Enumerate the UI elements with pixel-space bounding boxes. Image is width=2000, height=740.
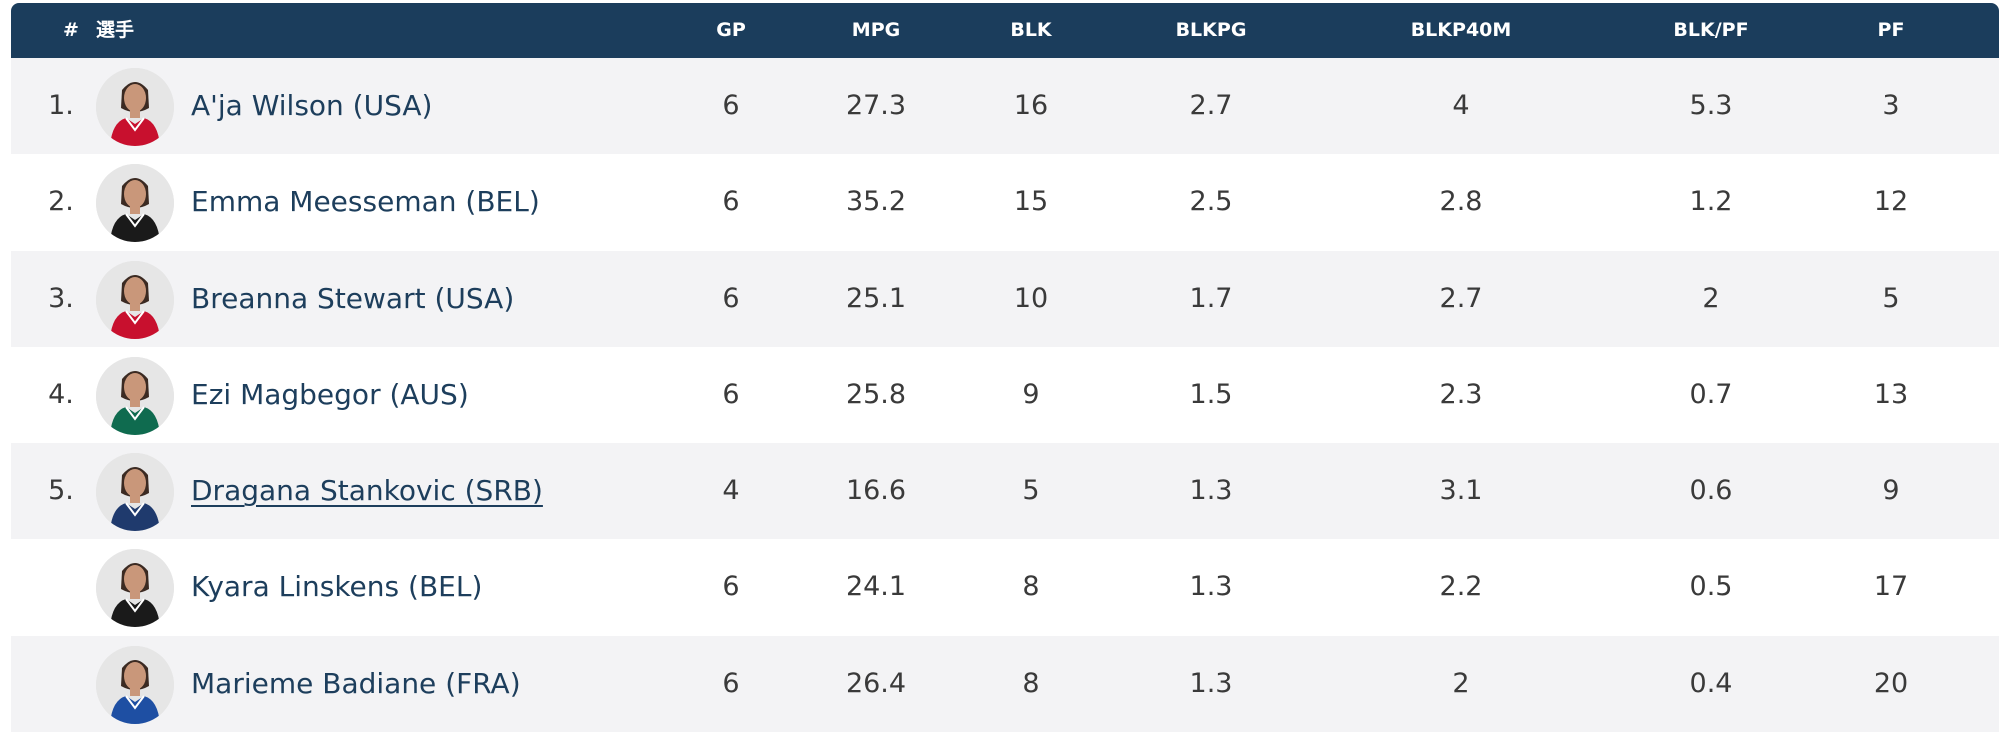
blkpg-cell: 2.7 bbox=[1189, 90, 1233, 121]
gp-cell: 4 bbox=[722, 475, 740, 507]
blkp40m-cell: 2.3 bbox=[1439, 378, 1483, 410]
blk-cell: 10 bbox=[1013, 282, 1049, 314]
mpg-cell: 24.1 bbox=[845, 571, 907, 603]
table-row: Marieme Badiane (FRA) 6 26.4 8 1.3 2 0.4… bbox=[11, 635, 1999, 733]
player-avatar[interactable] bbox=[96, 549, 174, 628]
blk-per-pf-cell: 2 bbox=[1702, 282, 1720, 314]
header-blk-per-pf[interactable]: BLK/PF bbox=[1673, 19, 1749, 41]
mpg-cell: 16.6 bbox=[845, 475, 907, 507]
player-name-link[interactable]: Emma Meesseman (BEL) bbox=[191, 185, 540, 219]
player-name-link[interactable]: Breanna Stewart (USA) bbox=[191, 281, 515, 315]
blkp40m-cell: 2 bbox=[1452, 667, 1470, 699]
blk-cell: 8 bbox=[1022, 571, 1040, 603]
player-photo-icon bbox=[96, 549, 174, 628]
blkp40m-cell: 2.7 bbox=[1439, 282, 1483, 314]
mpg-cell: 25.1 bbox=[845, 282, 907, 314]
blk-per-pf-cell: 1.2 bbox=[1689, 186, 1733, 218]
blkpg-cell: 1.3 bbox=[1189, 571, 1233, 603]
rank-cell: 4. bbox=[48, 378, 74, 410]
gp-cell: 6 bbox=[722, 667, 740, 699]
header-pf[interactable]: PF bbox=[1877, 19, 1905, 41]
blkpg-cell: 2.5 bbox=[1189, 186, 1233, 218]
rank-cell: 1. bbox=[48, 90, 74, 121]
blk-per-pf-cell: 0.6 bbox=[1689, 475, 1733, 507]
rank-cell bbox=[41, 636, 81, 732]
gp-cell: 6 bbox=[722, 282, 740, 314]
player-name-link[interactable]: Dragana Stankovic (SRB) bbox=[191, 474, 543, 508]
pf-cell: 3 bbox=[1882, 90, 1900, 121]
mpg-cell: 27.3 bbox=[845, 90, 907, 121]
player-photo-icon bbox=[96, 260, 174, 339]
player-avatar[interactable] bbox=[96, 68, 174, 146]
table-header: # 選手 GP MPG BLK BLKPG BLKP40M BLK/PF PF bbox=[11, 3, 1999, 58]
player-avatar[interactable] bbox=[96, 453, 174, 532]
blkpg-cell: 1.3 bbox=[1189, 475, 1233, 507]
player-photo-icon bbox=[96, 453, 174, 532]
blk-cell: 8 bbox=[1022, 667, 1040, 699]
mpg-cell: 25.8 bbox=[845, 378, 907, 410]
header-gp[interactable]: GP bbox=[716, 19, 746, 41]
header-mpg[interactable]: MPG bbox=[851, 19, 901, 41]
blkp40m-cell: 2.8 bbox=[1439, 186, 1483, 218]
table-row: 4. Ezi Magbegor (AUS) 6 25.8 9 1.5 2.3 0… bbox=[11, 346, 1999, 444]
gp-cell: 6 bbox=[722, 90, 740, 121]
pf-cell: 17 bbox=[1873, 571, 1909, 603]
blkp40m-cell: 3.1 bbox=[1439, 475, 1483, 507]
header-blkpg[interactable]: BLKPG bbox=[1175, 19, 1247, 41]
blk-cell: 15 bbox=[1013, 186, 1049, 218]
blk-per-pf-cell: 0.5 bbox=[1689, 571, 1733, 603]
blk-per-pf-cell: 0.4 bbox=[1689, 667, 1733, 699]
blk-cell: 16 bbox=[1013, 90, 1049, 121]
header-blk[interactable]: BLK bbox=[1010, 19, 1052, 41]
player-photo-icon bbox=[96, 645, 174, 724]
pf-cell: 9 bbox=[1882, 475, 1900, 507]
player-avatar[interactable] bbox=[96, 260, 174, 339]
gp-cell: 6 bbox=[722, 186, 740, 218]
blk-per-pf-cell: 0.7 bbox=[1689, 378, 1733, 410]
table-row: 1. A'ja Wilson (USA) 6 27.3 16 2.7 4 5.3… bbox=[11, 58, 1999, 155]
blkp40m-cell: 2.2 bbox=[1439, 571, 1483, 603]
stats-table: # 選手 GP MPG BLK BLKPG BLKP40M BLK/PF PF … bbox=[11, 3, 1999, 733]
pf-cell: 5 bbox=[1882, 282, 1900, 314]
blkp40m-cell: 4 bbox=[1452, 90, 1470, 121]
table-row: Kyara Linskens (BEL) 6 24.1 8 1.3 2.2 0.… bbox=[11, 539, 1999, 636]
header-rank[interactable]: # bbox=[63, 19, 79, 41]
player-name-link[interactable]: Kyara Linskens (BEL) bbox=[191, 570, 483, 604]
mpg-cell: 26.4 bbox=[845, 667, 907, 699]
blk-per-pf-cell: 5.3 bbox=[1689, 90, 1733, 121]
table-row: 3. Breanna Stewart (USA) 6 25.1 10 1.7 2… bbox=[11, 250, 1999, 347]
blk-cell: 9 bbox=[1022, 378, 1040, 410]
blk-cell: 5 bbox=[1022, 475, 1040, 507]
header-player[interactable]: 選手 bbox=[96, 19, 135, 41]
player-photo-icon bbox=[96, 68, 174, 146]
blkpg-cell: 1.5 bbox=[1189, 378, 1233, 410]
player-name-link[interactable]: Ezi Magbegor (AUS) bbox=[191, 377, 469, 411]
pf-cell: 20 bbox=[1873, 667, 1909, 699]
mpg-cell: 35.2 bbox=[845, 186, 907, 218]
pf-cell: 13 bbox=[1873, 378, 1909, 410]
gp-cell: 6 bbox=[722, 378, 740, 410]
header-blkp40m[interactable]: BLKP40M bbox=[1410, 19, 1512, 41]
rank-cell: 3. bbox=[48, 282, 74, 314]
rank-cell bbox=[41, 539, 81, 635]
table-row: 2. Emma Meesseman (BEL) 6 35.2 15 2.5 2.… bbox=[11, 154, 1999, 251]
player-avatar[interactable] bbox=[96, 164, 174, 243]
player-photo-icon bbox=[96, 164, 174, 243]
gp-cell: 6 bbox=[722, 571, 740, 603]
player-photo-icon bbox=[96, 356, 174, 435]
player-avatar[interactable] bbox=[96, 645, 174, 724]
pf-cell: 12 bbox=[1873, 186, 1909, 218]
player-name-link[interactable]: A'ja Wilson (USA) bbox=[191, 89, 433, 122]
rank-cell: 2. bbox=[48, 186, 74, 218]
blkpg-cell: 1.7 bbox=[1189, 282, 1233, 314]
player-name-link[interactable]: Marieme Badiane (FRA) bbox=[191, 666, 521, 700]
player-avatar[interactable] bbox=[96, 356, 174, 435]
table-row: 5. Dragana Stankovic (SRB) 4 16.6 5 1.3 … bbox=[11, 443, 1999, 540]
table-body: 1. A'ja Wilson (USA) 6 27.3 16 2.7 4 5.3… bbox=[11, 58, 1999, 733]
blkpg-cell: 1.3 bbox=[1189, 667, 1233, 699]
rank-cell: 5. bbox=[48, 475, 74, 507]
